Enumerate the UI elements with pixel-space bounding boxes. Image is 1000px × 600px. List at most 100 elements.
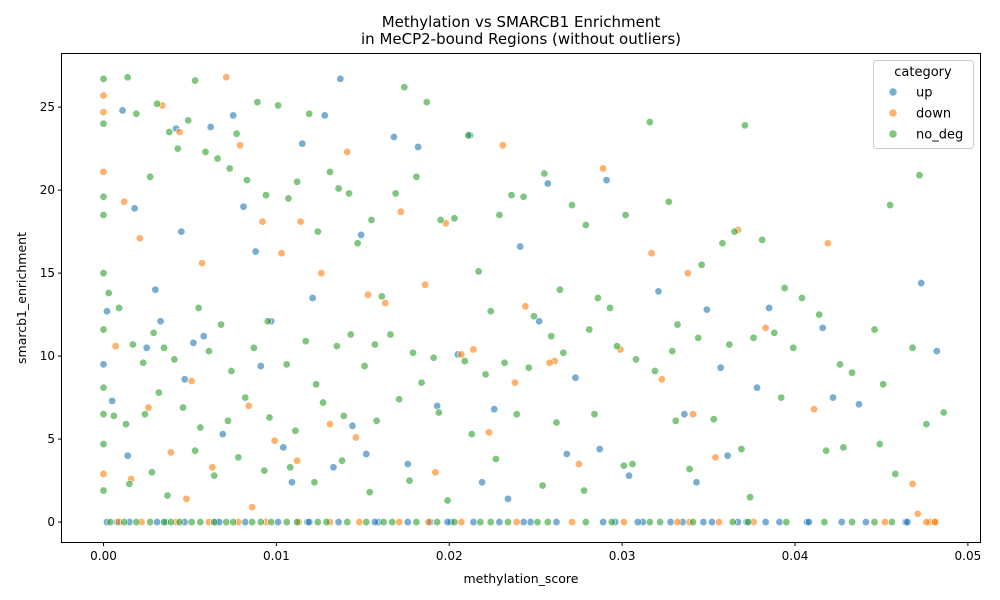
point-no-deg xyxy=(697,260,706,269)
point-no-deg xyxy=(500,358,509,367)
point-no-deg xyxy=(879,380,888,389)
point-up xyxy=(804,518,813,527)
point-down xyxy=(521,302,530,311)
point-up xyxy=(829,393,838,402)
point-no-deg xyxy=(99,486,108,495)
point-no-deg xyxy=(291,426,300,435)
point-no-deg xyxy=(242,176,251,185)
point-up xyxy=(903,518,912,527)
point-up xyxy=(206,123,215,132)
point-down xyxy=(175,128,184,137)
point-up xyxy=(362,450,371,459)
point-no-deg xyxy=(891,469,900,478)
point-up xyxy=(775,518,784,527)
point-no-deg xyxy=(585,325,594,334)
point-no-deg xyxy=(132,109,141,118)
point-no-deg xyxy=(746,493,755,502)
point-no-deg xyxy=(391,189,400,198)
point-no-deg xyxy=(386,330,395,339)
point-no-deg xyxy=(322,518,331,527)
point-up xyxy=(123,451,132,460)
point-up xyxy=(917,279,926,288)
point-down xyxy=(396,207,405,216)
point-no-deg xyxy=(593,293,602,302)
point-down xyxy=(208,463,217,472)
point-no-deg xyxy=(267,518,276,527)
point-down xyxy=(510,378,519,387)
y-tick-label: 15 xyxy=(40,266,55,280)
point-no-deg xyxy=(109,411,118,420)
point-up xyxy=(854,400,863,409)
point-no-deg xyxy=(146,172,155,181)
point-no-deg xyxy=(132,518,141,527)
point-no-deg xyxy=(607,518,616,527)
point-down xyxy=(135,234,144,243)
y-axis: 0 5 10 15 20 25 xyxy=(40,100,62,529)
point-no-deg xyxy=(165,128,174,137)
point-no-deg xyxy=(196,423,205,432)
point-no-deg xyxy=(179,403,188,412)
point-up xyxy=(443,518,452,527)
point-no-deg xyxy=(166,518,175,527)
point-no-deg xyxy=(486,307,495,316)
point-no-deg xyxy=(782,518,791,527)
x-tick-label: 0.01 xyxy=(263,549,290,563)
point-no-deg xyxy=(797,293,806,302)
point-up xyxy=(761,518,770,527)
point-no-deg xyxy=(128,340,137,349)
point-down xyxy=(296,217,305,226)
point-up xyxy=(256,362,265,371)
point-up xyxy=(218,430,227,439)
point-no-deg xyxy=(256,518,265,527)
point-no-deg xyxy=(191,76,200,85)
point-no-deg xyxy=(360,362,369,371)
point-no-deg xyxy=(533,518,542,527)
point-up xyxy=(535,317,544,326)
point-up xyxy=(490,405,499,414)
point-no-deg xyxy=(217,320,226,329)
point-no-deg xyxy=(567,201,576,210)
point-no-deg xyxy=(313,518,322,527)
point-down xyxy=(931,518,940,527)
point-up xyxy=(348,421,357,430)
point-down xyxy=(395,518,404,527)
point-no-deg xyxy=(223,416,232,425)
point-up xyxy=(526,518,535,527)
point-no-deg xyxy=(286,463,295,472)
point-no-deg xyxy=(645,118,654,127)
point-no-deg xyxy=(628,459,637,468)
point-no-deg xyxy=(175,518,184,527)
point-no-deg xyxy=(227,367,236,376)
point-down xyxy=(198,259,207,268)
point-no-deg xyxy=(433,518,442,527)
legend-title: category xyxy=(894,65,952,80)
point-down xyxy=(457,518,466,527)
point-up xyxy=(543,179,552,188)
point-no-deg xyxy=(196,518,205,527)
legend-label-no-deg: no_deg xyxy=(916,128,963,143)
point-up xyxy=(108,396,117,405)
point-no-deg xyxy=(293,518,302,527)
point-down xyxy=(574,459,583,468)
point-down xyxy=(657,375,666,384)
point-no-deg xyxy=(835,360,844,369)
point-down xyxy=(317,269,326,278)
point-up xyxy=(666,518,675,527)
point-down xyxy=(673,518,682,527)
point-no-deg xyxy=(552,418,561,427)
point-no-deg xyxy=(619,461,628,470)
point-up xyxy=(241,518,250,527)
point-up xyxy=(102,307,111,316)
point-no-deg xyxy=(547,332,556,341)
point-up xyxy=(320,111,329,120)
point-no-deg xyxy=(388,518,397,527)
point-no-deg xyxy=(405,476,414,485)
point-no-deg xyxy=(310,478,319,487)
point-no-deg xyxy=(187,518,196,527)
x-axis: 0.00 0.01 0.02 0.03 0.04 0.05 xyxy=(90,542,981,563)
y-tick-label: 25 xyxy=(40,100,55,114)
point-no-deg xyxy=(282,518,291,527)
point-up xyxy=(633,518,642,527)
point-no-deg xyxy=(429,353,438,362)
point-down xyxy=(343,147,352,156)
